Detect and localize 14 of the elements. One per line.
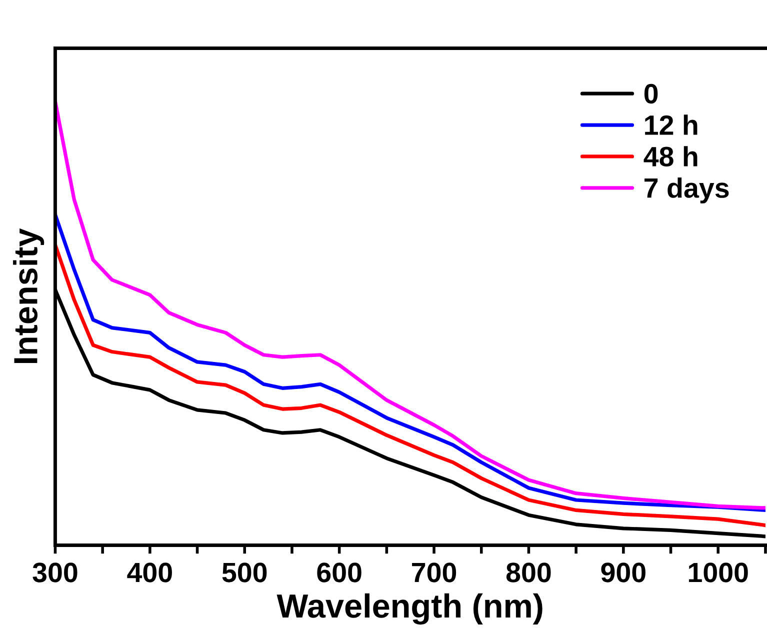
legend-label: 0 bbox=[644, 84, 658, 104]
x-tick-label: 300 bbox=[32, 562, 78, 582]
y-axis-title: Intensity bbox=[13, 228, 44, 364]
x-tick-label: 700 bbox=[412, 562, 456, 582]
legend-label: 12 h bbox=[645, 114, 698, 135]
x-tick-label: 400 bbox=[127, 562, 172, 582]
x-axis-title: Wavelength (nm) bbox=[276, 593, 542, 625]
x-tick-label: 900 bbox=[601, 562, 646, 582]
legend-label: 48 h bbox=[644, 146, 698, 166]
x-tick-label: 500 bbox=[222, 562, 267, 582]
x-tick-label: 800 bbox=[506, 562, 551, 582]
legend-label: 7 days bbox=[644, 178, 729, 204]
x-tick-label: 1000 bbox=[688, 562, 748, 582]
x-tick-label: 600 bbox=[317, 562, 362, 582]
